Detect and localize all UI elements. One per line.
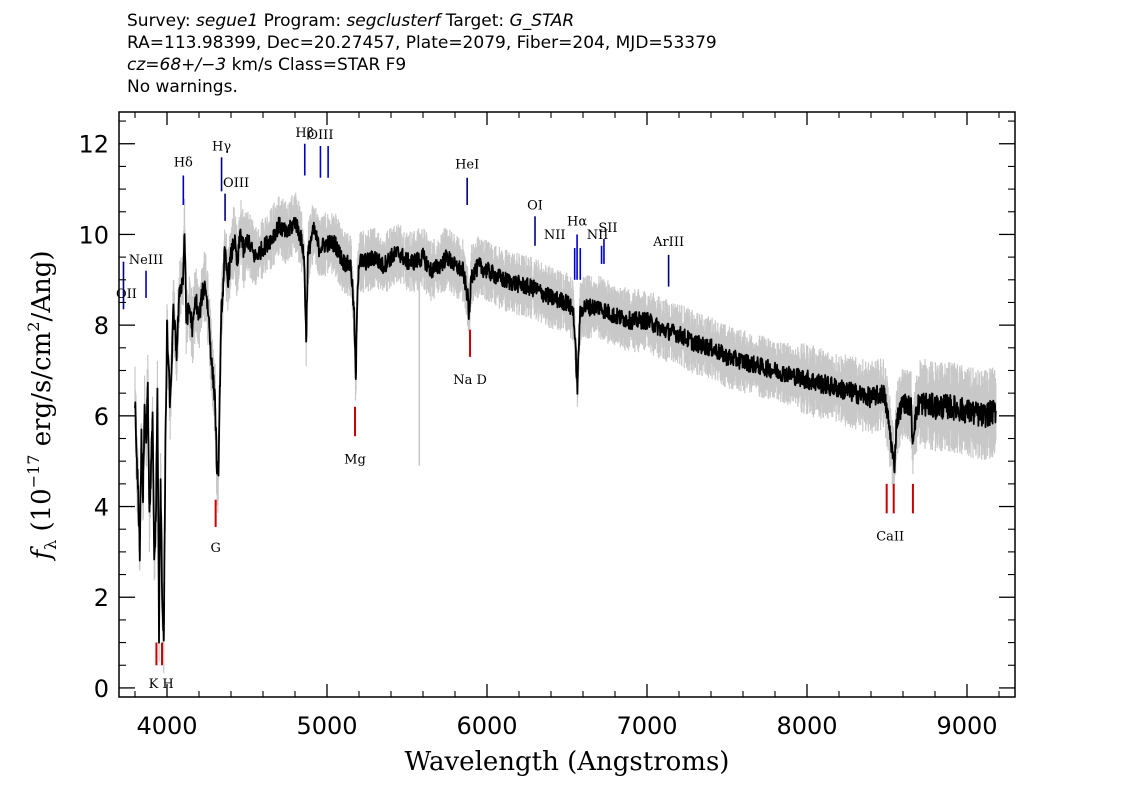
y-axis-label: fλ (10−17 erg/s/cm2/Ang) bbox=[24, 250, 60, 561]
line-label-NeIII: NeIII bbox=[129, 253, 163, 268]
program-value: segclusterf bbox=[346, 11, 441, 31]
line-label-SII: SII bbox=[598, 221, 617, 236]
redshift-value: cz=68+/−3 bbox=[127, 55, 227, 75]
y-tick-label: 0 bbox=[94, 675, 109, 703]
line-label-H: H bbox=[162, 677, 173, 692]
line-label-OIII: OIII bbox=[223, 176, 249, 191]
x-tick-label: 4000 bbox=[136, 712, 197, 740]
target-label: Target: bbox=[440, 11, 510, 31]
spectral-lines-layer: OIINeIIIHδHγOIIIHβOIIIHeIOINIIHαNIISIIAr… bbox=[116, 126, 914, 692]
header-line-warnings: No warnings. bbox=[127, 77, 238, 97]
line-label-NII: NII bbox=[544, 228, 566, 243]
survey-label: Survey: bbox=[127, 11, 197, 31]
line-label-CaII: CaII bbox=[876, 530, 904, 545]
flux-line bbox=[134, 216, 997, 644]
x-axis-label: Wavelength (Angstroms) bbox=[405, 747, 730, 777]
plot-frame bbox=[118, 111, 1016, 698]
line-label-K: K bbox=[149, 677, 159, 692]
line-label-ArIII: ArIII bbox=[652, 235, 684, 250]
x-tick-label: 6000 bbox=[456, 712, 517, 740]
line-label-G: G bbox=[210, 541, 220, 556]
line-label-NII: NII bbox=[587, 228, 609, 243]
flux-layer bbox=[134, 216, 997, 644]
y-axis-label-exp1: −17 bbox=[24, 455, 43, 489]
header-line-survey: Survey: segue1 Program: segclusterf Targ… bbox=[127, 10, 717, 32]
line-label-Hα: Hα bbox=[567, 214, 587, 229]
y-axis-label-exp2: 2 bbox=[24, 322, 43, 332]
y-tick-label: 6 bbox=[94, 403, 109, 431]
y-tick-label: 4 bbox=[94, 494, 109, 522]
program-label: Program: bbox=[258, 11, 347, 31]
target-value: G_STAR bbox=[509, 11, 575, 31]
y-tick-label: 2 bbox=[94, 584, 109, 612]
axis-ticks-layer: 4000 5000 6000 7000 8000 9000 0 2 4 6 8 10 12 bbox=[78, 112, 1015, 740]
error-band-layer bbox=[134, 192, 997, 674]
header-line-redshift: cz=68+/−3 km/s Class=STAR F9 bbox=[127, 54, 717, 76]
y-tick-label: 12 bbox=[78, 131, 109, 159]
y-axis-label-lambda: λ bbox=[41, 540, 60, 550]
spectrum-header: Survey: segue1 Program: segclusterf Targ… bbox=[127, 10, 717, 98]
x-tick-label: 5000 bbox=[296, 712, 357, 740]
class-value: km/s Class=STAR F9 bbox=[226, 55, 407, 75]
x-tick-label: 9000 bbox=[936, 712, 997, 740]
y-axis-label-pre: (10 bbox=[27, 488, 57, 540]
line-label-HeI: HeI bbox=[455, 158, 479, 173]
y-tick-label: 8 bbox=[94, 312, 109, 340]
y-axis-label-post: /Ang) bbox=[27, 250, 57, 321]
y-tick-label: 10 bbox=[78, 221, 109, 249]
survey-value: segue1 bbox=[196, 11, 259, 31]
line-label-Hγ: Hγ bbox=[212, 140, 231, 155]
y-axis-label-mid: erg/s/cm bbox=[27, 332, 57, 455]
line-label-Mg: Mg bbox=[344, 452, 366, 467]
flux-error-band bbox=[134, 192, 997, 674]
line-label-Na-D: Na D bbox=[453, 373, 487, 388]
line-label-Hβ: Hβ bbox=[295, 126, 314, 141]
x-tick-label: 8000 bbox=[776, 712, 837, 740]
line-label-OI: OI bbox=[527, 199, 543, 214]
line-label-OII: OII bbox=[116, 287, 137, 302]
line-label-Hδ: Hδ bbox=[174, 155, 193, 170]
x-tick-label: 7000 bbox=[616, 712, 677, 740]
line-label-OIII: OIII bbox=[307, 128, 333, 143]
header-line-coordinates: RA=113.98399, Dec=20.27457, Plate=2079, … bbox=[127, 33, 717, 53]
